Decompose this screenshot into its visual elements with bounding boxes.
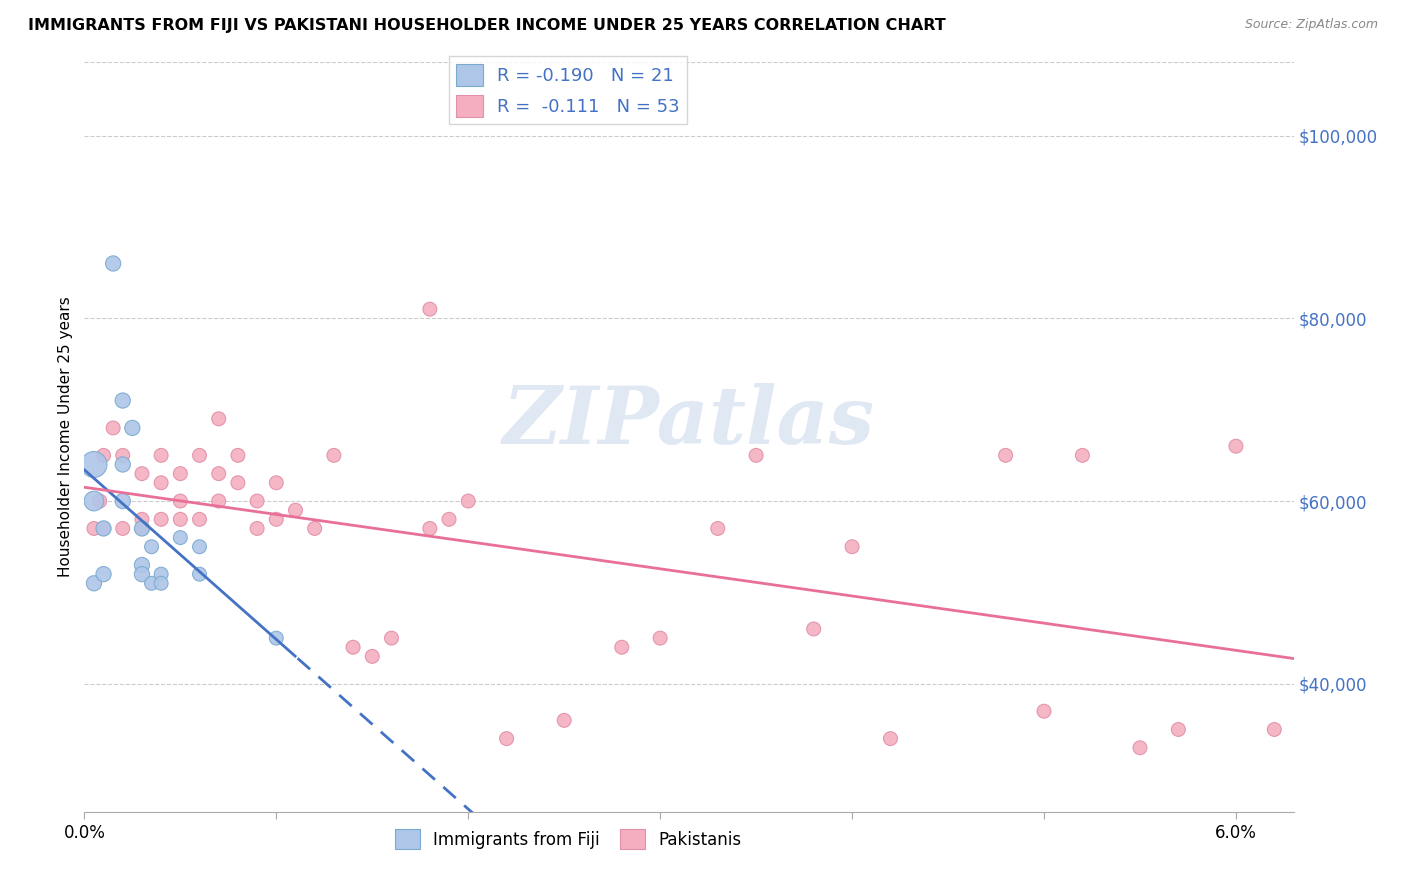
Point — [111, 458, 134, 472]
Point — [803, 622, 825, 636]
Point — [111, 448, 134, 462]
Point — [141, 576, 163, 591]
Point — [706, 521, 728, 535]
Point — [284, 503, 307, 517]
Point — [208, 467, 231, 481]
Point — [246, 494, 269, 508]
Text: Source: ZipAtlas.com: Source: ZipAtlas.com — [1244, 18, 1378, 31]
Y-axis label: Householder Income Under 25 years: Householder Income Under 25 years — [58, 297, 73, 577]
Point — [111, 494, 134, 508]
Point — [131, 521, 153, 535]
Point — [610, 640, 633, 655]
Point — [1225, 439, 1247, 453]
Point — [169, 531, 191, 545]
Point — [101, 256, 124, 270]
Point — [141, 540, 163, 554]
Point — [93, 448, 115, 462]
Point — [266, 512, 288, 526]
Point — [1071, 448, 1094, 462]
Point — [208, 412, 231, 426]
Point — [150, 448, 173, 462]
Point — [437, 512, 460, 526]
Point — [841, 540, 863, 554]
Point — [650, 631, 672, 645]
Point — [131, 567, 153, 582]
Point — [380, 631, 402, 645]
Point — [322, 448, 344, 462]
Text: ZIPatlas: ZIPatlas — [503, 384, 875, 461]
Point — [169, 467, 191, 481]
Point — [342, 640, 364, 655]
Point — [879, 731, 901, 746]
Point — [83, 494, 105, 508]
Point — [361, 649, 384, 664]
Point — [89, 494, 111, 508]
Point — [83, 458, 105, 472]
Point — [93, 567, 115, 582]
Point — [553, 714, 575, 728]
Point — [121, 421, 143, 435]
Point — [188, 567, 211, 582]
Point — [131, 521, 153, 535]
Point — [131, 467, 153, 481]
Legend: Immigrants from Fiji, Pakistanis: Immigrants from Fiji, Pakistanis — [388, 822, 748, 855]
Point — [131, 558, 153, 572]
Point — [83, 576, 105, 591]
Point — [266, 631, 288, 645]
Point — [457, 494, 479, 508]
Point — [111, 393, 134, 408]
Point — [1129, 740, 1152, 755]
Point — [419, 302, 441, 317]
Point — [994, 448, 1017, 462]
Point — [226, 448, 249, 462]
Point — [266, 475, 288, 490]
Point — [93, 521, 115, 535]
Point — [419, 521, 441, 535]
Point — [169, 494, 191, 508]
Point — [188, 512, 211, 526]
Point — [150, 475, 173, 490]
Point — [1033, 704, 1056, 718]
Point — [226, 475, 249, 490]
Point — [1263, 723, 1285, 737]
Point — [150, 512, 173, 526]
Point — [83, 521, 105, 535]
Point — [131, 512, 153, 526]
Point — [111, 521, 134, 535]
Point — [745, 448, 768, 462]
Point — [93, 521, 115, 535]
Point — [150, 567, 173, 582]
Text: IMMIGRANTS FROM FIJI VS PAKISTANI HOUSEHOLDER INCOME UNDER 25 YEARS CORRELATION : IMMIGRANTS FROM FIJI VS PAKISTANI HOUSEH… — [28, 18, 946, 33]
Point — [246, 521, 269, 535]
Point — [495, 731, 517, 746]
Point — [169, 512, 191, 526]
Point — [150, 576, 173, 591]
Point — [304, 521, 326, 535]
Point — [208, 494, 231, 508]
Point — [188, 448, 211, 462]
Point — [101, 421, 124, 435]
Point — [1167, 723, 1189, 737]
Point — [188, 540, 211, 554]
